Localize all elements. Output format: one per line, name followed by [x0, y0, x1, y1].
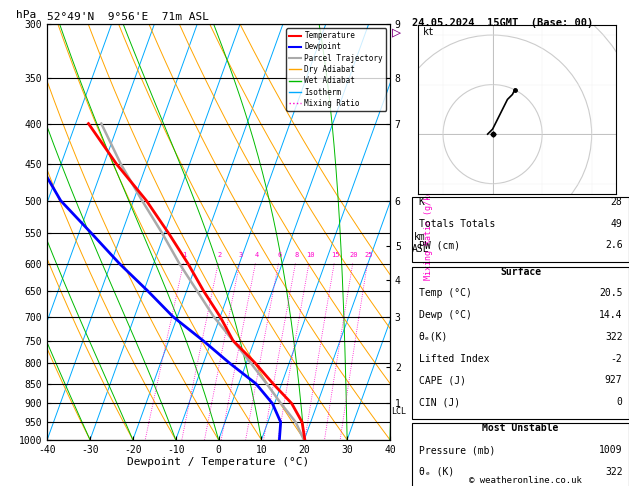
Y-axis label: hPa: hPa [16, 10, 36, 20]
Text: 2: 2 [217, 252, 221, 258]
Text: Surface: Surface [500, 266, 541, 277]
Text: kt: kt [423, 27, 435, 37]
Text: CIN (J): CIN (J) [418, 397, 460, 407]
Text: 322: 322 [605, 332, 623, 342]
Text: LCL: LCL [391, 407, 406, 416]
Text: 2.6: 2.6 [605, 241, 623, 250]
Text: 4: 4 [254, 252, 259, 258]
Text: 24.05.2024  15GMT  (Base: 00): 24.05.2024 15GMT (Base: 00) [412, 18, 593, 28]
Text: 14.4: 14.4 [599, 310, 623, 320]
Text: CAPE (J): CAPE (J) [418, 376, 465, 385]
Text: Pressure (mb): Pressure (mb) [418, 445, 495, 455]
Bar [412, 197, 629, 262]
Text: K: K [418, 197, 425, 207]
Text: 1009: 1009 [599, 445, 623, 455]
Text: 322: 322 [605, 467, 623, 477]
Text: 20.5: 20.5 [599, 288, 623, 298]
Text: PW (cm): PW (cm) [418, 241, 460, 250]
Text: ▷: ▷ [392, 24, 401, 39]
Y-axis label: km
ASL: km ASL [411, 232, 429, 254]
Text: 927: 927 [605, 376, 623, 385]
X-axis label: Dewpoint / Temperature (°C): Dewpoint / Temperature (°C) [128, 457, 309, 468]
Text: 0: 0 [616, 397, 623, 407]
Text: Lifted Index: Lifted Index [418, 354, 489, 364]
Text: 28: 28 [611, 197, 623, 207]
Text: 15: 15 [331, 252, 340, 258]
Text: Temp (°C): Temp (°C) [418, 288, 471, 298]
Text: 6: 6 [277, 252, 282, 258]
Text: © weatheronline.co.uk: © weatheronline.co.uk [469, 475, 582, 485]
Text: 3: 3 [238, 252, 243, 258]
Text: 52°49'N  9°56'E  71m ASL: 52°49'N 9°56'E 71m ASL [47, 12, 209, 22]
Text: θₑ(K): θₑ(K) [418, 332, 448, 342]
Text: Most Unstable: Most Unstable [482, 423, 559, 434]
Text: Dewp (°C): Dewp (°C) [418, 310, 471, 320]
Bar [412, 266, 629, 419]
Text: Totals Totals: Totals Totals [418, 219, 495, 228]
Text: 10: 10 [306, 252, 314, 258]
Text: 49: 49 [611, 219, 623, 228]
Text: 8: 8 [294, 252, 299, 258]
Text: 20: 20 [349, 252, 358, 258]
Text: -2: -2 [611, 354, 623, 364]
Bar [412, 423, 629, 486]
Text: 25: 25 [364, 252, 372, 258]
Text: Mixing Ratio (g/kg): Mixing Ratio (g/kg) [425, 185, 433, 279]
Text: 1: 1 [182, 252, 187, 258]
Legend: Temperature, Dewpoint, Parcel Trajectory, Dry Adiabat, Wet Adiabat, Isotherm, Mi: Temperature, Dewpoint, Parcel Trajectory… [286, 28, 386, 111]
Text: θₑ (K): θₑ (K) [418, 467, 454, 477]
